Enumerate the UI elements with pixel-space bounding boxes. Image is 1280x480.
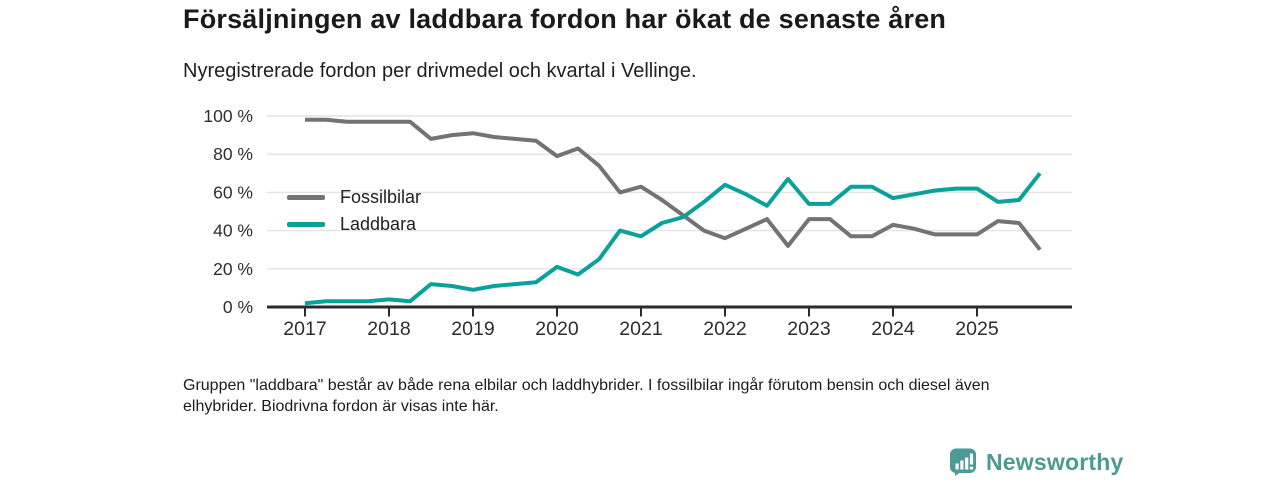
legend-label: Fossilbilar <box>340 187 422 207</box>
x-axis-tick-label: 2019 <box>451 318 494 340</box>
series-line-fossilbilar <box>305 117 1042 251</box>
series-line-laddbara <box>304 172 1042 306</box>
x-axis-tick-label: 2022 <box>703 318 746 340</box>
chart-title: Försäljningen av laddbara fordon har öka… <box>183 4 947 34</box>
y-axis-tick-label: 40 % <box>213 221 253 241</box>
y-axis-tick-label: 0 % <box>223 297 253 317</box>
x-axis-tick-label: 2023 <box>787 318 830 340</box>
legend-label: Laddbara <box>340 214 417 234</box>
x-axis-tick-label: 2024 <box>871 318 915 340</box>
x-axis-tick-label: 2021 <box>619 318 662 340</box>
newsworthy-logo: Newsworthy <box>948 447 1123 477</box>
x-axis-tick-label: 2017 <box>283 318 326 340</box>
y-axis-tick-label: 20 % <box>213 259 253 279</box>
footnote-line: Gruppen "laddbara" består av både rena e… <box>183 377 990 394</box>
chart-legend: Fossilbilar Laddbara <box>287 184 421 238</box>
legend-item-fossilbilar: Fossilbilar <box>287 184 421 211</box>
fossilbilar-line-swatch-icon <box>287 195 325 200</box>
x-axis-tick-label: 2018 <box>367 318 410 340</box>
bar-chart-speech-bubble-icon <box>950 448 976 476</box>
footnote-line: elhybrider. Biodrivna fordon är visas in… <box>183 397 499 415</box>
y-axis-tick-label: 80 % <box>213 144 253 164</box>
chart-footnote: Gruppen "laddbara" består av både rena e… <box>183 376 990 417</box>
x-axis-tick-label: 2020 <box>535 318 579 340</box>
x-axis-tick-label: 2025 <box>955 318 999 340</box>
newsworthy-wordmark: Newsworthy <box>986 449 1124 475</box>
laddbara-line-swatch-icon <box>287 222 325 227</box>
y-axis-tick-label: 100 % <box>203 106 253 126</box>
chart-subtitle: Nyregistrerade fordon per drivmedel och … <box>183 60 697 82</box>
legend-item-laddbara: Laddbara <box>287 211 421 238</box>
y-axis-tick-label: 60 % <box>213 182 253 202</box>
